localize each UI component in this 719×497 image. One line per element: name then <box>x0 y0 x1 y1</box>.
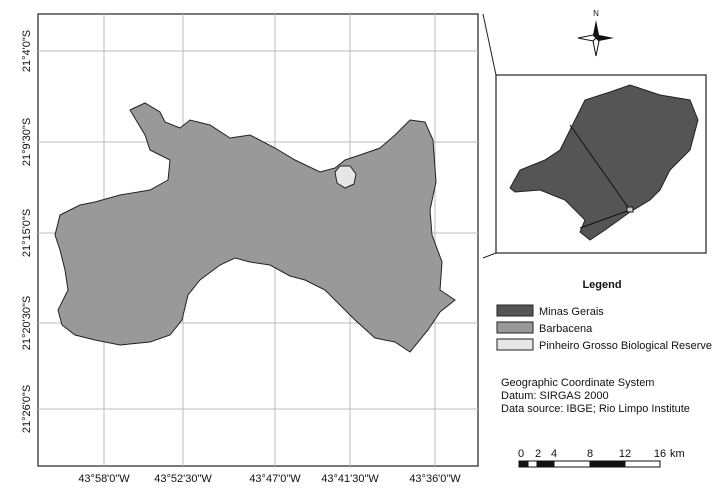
inset-pointer <box>569 124 631 211</box>
longitude-label: 43°41'30"W <box>321 473 379 485</box>
minas-gerais-area <box>509 84 699 241</box>
legend-swatch <box>496 321 534 334</box>
scale-label: 0 <box>518 448 524 460</box>
latitude-label: 21°4'0"S <box>21 30 33 72</box>
inset-pointer <box>579 209 631 229</box>
info-text: Data source: IBGE; Rio Limpo Institute <box>501 403 690 415</box>
legend-swatch <box>496 338 534 351</box>
scale-bar <box>518 460 661 468</box>
north-label: N <box>593 9 599 18</box>
longitude-label: 43°47'0"W <box>249 473 301 485</box>
barbacena-area <box>54 102 456 353</box>
legend-title: Legend <box>582 279 621 291</box>
legend-label: Pinheiro Grosso Biological Reserve <box>539 340 712 352</box>
scale-unit: km <box>670 448 685 460</box>
longitude-label: 43°52'30"W <box>154 473 212 485</box>
scale-label: 4 <box>551 448 557 460</box>
barbacena-locator <box>626 206 634 213</box>
legend-label: Minas Gerais <box>539 306 604 318</box>
latitude-label: 21°9'30"S <box>21 118 33 166</box>
scale-label: 12 <box>619 448 631 460</box>
scale-label: 8 <box>587 448 593 460</box>
longitude-label: 43°36'0"W <box>409 473 461 485</box>
latitude-label: 21°15'0"S <box>21 209 33 257</box>
inset-connector <box>482 252 497 259</box>
reserve-area <box>334 165 357 189</box>
info-text: Geographic Coordinate System <box>501 377 654 389</box>
legend-swatch <box>496 304 534 317</box>
info-text: Datum: SIRGAS 2000 <box>501 390 609 402</box>
scale-label: 2 <box>535 448 541 460</box>
inset-connector <box>482 13 497 76</box>
legend-label: Barbacena <box>539 323 593 335</box>
north-arrow <box>577 20 614 57</box>
longitude-label: 43°58'0"W <box>78 473 130 485</box>
latitude-label: 21°26'0"S <box>21 385 33 433</box>
scale-label: 16 <box>654 448 666 460</box>
latitude-label: 21°20'30"S <box>21 296 33 350</box>
